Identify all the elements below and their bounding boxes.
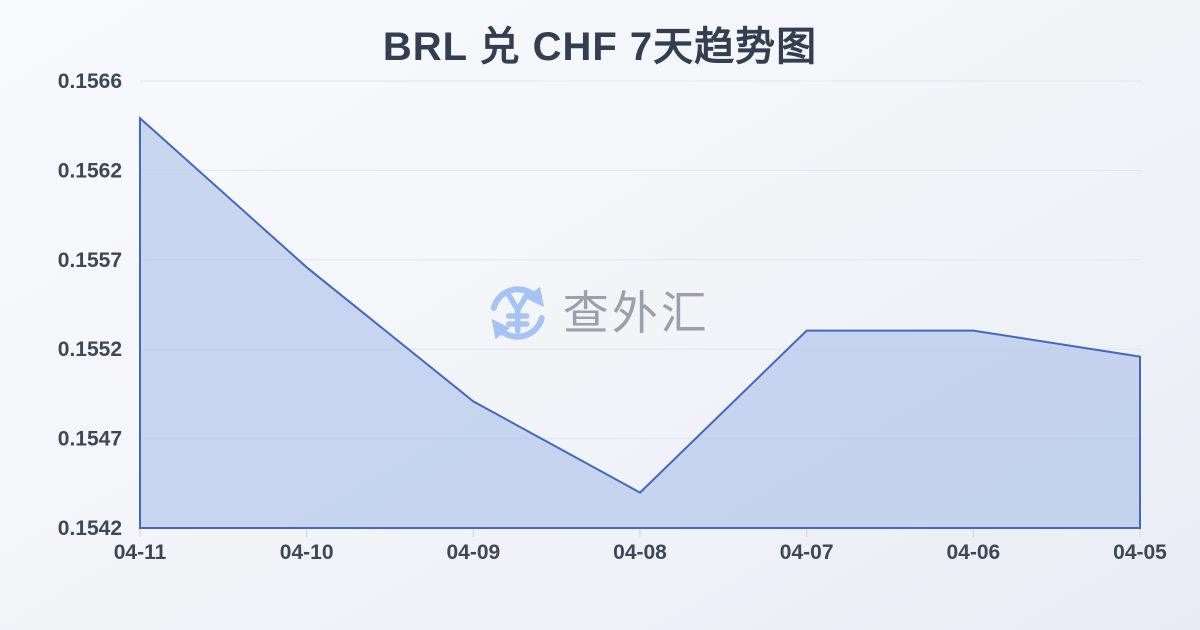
watermark-text: 查外汇 <box>562 287 710 339</box>
yuan-refresh-icon <box>490 286 545 340</box>
watermark-logo: 查外汇 <box>486 281 710 345</box>
y-axis-label: 0.1557 <box>58 249 122 272</box>
axis-layer: 0.15660.15620.15570.15520.15470.154204-1… <box>58 70 1167 564</box>
y-axis-label: 0.1562 <box>58 159 122 182</box>
x-axis-label: 04-07 <box>780 541 834 564</box>
x-axis-label: 04-08 <box>613 541 667 564</box>
x-axis-label: 04-05 <box>1113 541 1167 564</box>
x-axis-label: 04-09 <box>446 541 500 564</box>
x-axis-label: 04-06 <box>946 541 1000 564</box>
x-axis-label: 04-10 <box>280 541 334 564</box>
y-axis-label: 0.1552 <box>58 338 122 361</box>
y-axis-label: 0.1566 <box>58 70 122 93</box>
page-title: BRL 兑 CHF 7天趋势图 <box>382 25 818 69</box>
area-series <box>139 115 1141 529</box>
y-axis-label: 0.1542 <box>58 517 122 540</box>
x-axis-label: 04-11 <box>114 541 167 564</box>
series-layer <box>139 115 1141 529</box>
y-axis-label: 0.1547 <box>58 428 122 451</box>
